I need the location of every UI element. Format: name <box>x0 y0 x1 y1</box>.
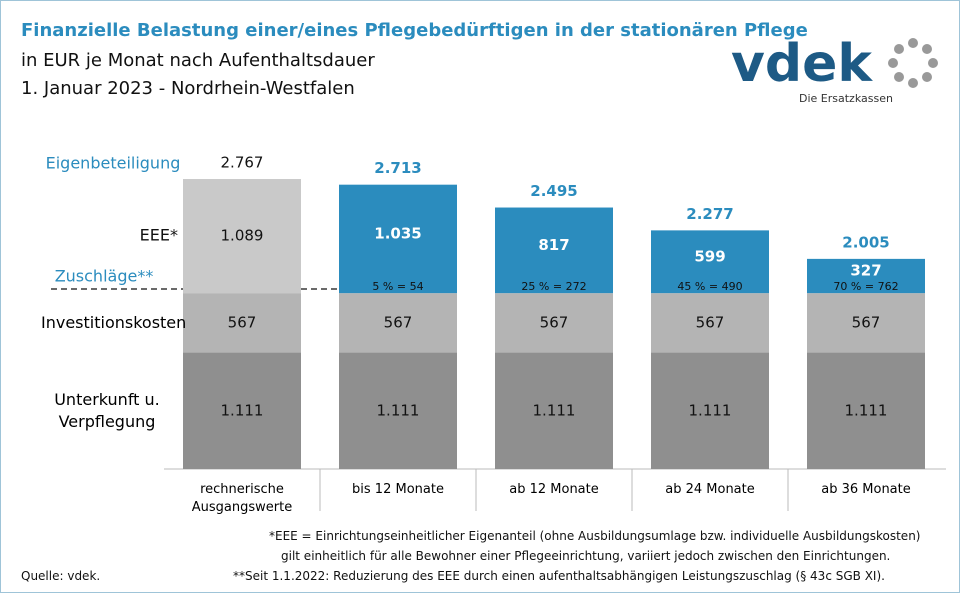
footnote: **Seit 1.1.2022: Reduzierung des EEE dur… <box>233 569 885 583</box>
value-label: 567 <box>852 313 881 331</box>
value-label: 327 <box>850 262 881 280</box>
chart-title: Finanzielle Belastung einer/eines Pflege… <box>21 20 808 41</box>
bar-segment <box>495 207 613 294</box>
total-label: 2.277 <box>686 205 733 223</box>
bar-segment <box>807 352 925 469</box>
bar-segment <box>651 352 769 469</box>
value-label: 1.111 <box>221 401 264 419</box>
total-label: 2.767 <box>221 154 264 172</box>
bar-segment <box>651 230 769 294</box>
bar-segment <box>807 258 925 294</box>
source: Quelle: vdek. <box>21 569 101 583</box>
surcharge-label: 25 % = 272 <box>521 280 586 293</box>
value-label: 567 <box>696 313 725 331</box>
x-tick-label: ab 12 Monate <box>509 482 599 497</box>
series-label: Unterkunft u. Verpflegung <box>54 389 160 431</box>
surcharge-label: Zuschläge** <box>55 267 154 286</box>
footnote: *EEE = Einrichtungseinheitlicher Eigenan… <box>269 529 921 543</box>
bar-segment <box>495 352 613 469</box>
surcharge-label: 5 % = 54 <box>372 280 423 293</box>
series-label: EEE* <box>140 226 178 245</box>
bar-segment <box>183 179 301 294</box>
x-tick-label: bis 12 Monate <box>352 482 444 497</box>
series-label: Investitionskosten <box>41 312 187 332</box>
bar-segment <box>183 293 301 353</box>
value-label: 1.111 <box>689 401 732 419</box>
total-label: 2.005 <box>842 233 889 251</box>
value-label: 1.111 <box>533 401 576 419</box>
total-label: 2.713 <box>374 159 421 177</box>
subtitle: in EUR je Monat nach Aufenthaltsdauer <box>21 50 375 71</box>
x-tick-label: ab 24 Monate <box>665 482 755 497</box>
bar-segment <box>339 293 457 353</box>
subtitle: 1. Januar 2023 - Nordrhein-Westfalen <box>21 78 355 99</box>
bar-segment <box>183 352 301 469</box>
value-label: 817 <box>538 236 569 254</box>
logo-tagline: Die Ersatzkassen <box>799 92 893 105</box>
value-label: 599 <box>694 247 725 265</box>
value-label: 567 <box>384 313 413 331</box>
value-label: 567 <box>540 313 569 331</box>
x-tick-label: ab 36 Monate <box>821 482 911 497</box>
logo-text: vdek <box>731 34 873 94</box>
value-label: 1.111 <box>845 401 888 419</box>
value-label: 1.111 <box>377 401 420 419</box>
value-label: 1.089 <box>221 227 264 245</box>
bar-segment <box>651 293 769 353</box>
bar-segment <box>339 352 457 469</box>
x-tick-label: rechnerische Ausgangswerte <box>191 482 293 515</box>
value-label: 1.035 <box>374 224 421 242</box>
logo-ring <box>888 38 938 88</box>
surcharge-label: 70 % = 762 <box>833 280 898 293</box>
footnote: gilt einheitlich für alle Bewohner einer… <box>281 549 891 563</box>
total-label: 2.495 <box>530 182 577 200</box>
bar-segment <box>339 184 457 294</box>
surcharge-label: 45 % = 490 <box>677 280 742 293</box>
bar-segment <box>807 293 925 353</box>
value-label: 567 <box>228 313 257 331</box>
bar-segment <box>495 293 613 353</box>
totals-label: Eigenbeteiligung <box>46 154 181 173</box>
